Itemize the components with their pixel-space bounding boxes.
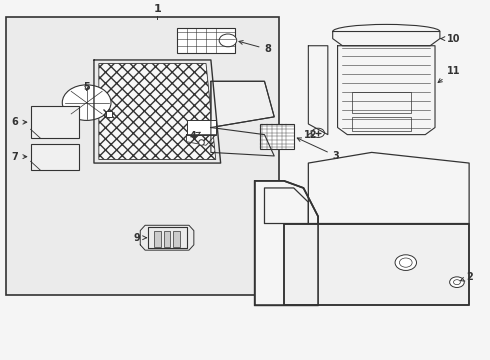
Polygon shape — [284, 224, 469, 305]
Bar — [173, 231, 180, 247]
Circle shape — [62, 85, 111, 120]
Text: 10: 10 — [441, 33, 461, 44]
Circle shape — [395, 255, 416, 270]
Bar — [352, 117, 411, 131]
Circle shape — [312, 128, 324, 138]
Text: 6: 6 — [12, 117, 27, 127]
Polygon shape — [255, 181, 318, 305]
Circle shape — [450, 277, 464, 288]
Text: 11: 11 — [438, 66, 461, 82]
Text: 5: 5 — [83, 82, 90, 92]
Bar — [260, 124, 294, 149]
Text: 9: 9 — [133, 233, 147, 243]
Text: 1: 1 — [153, 4, 161, 14]
Text: 8: 8 — [239, 41, 271, 54]
Bar — [164, 231, 171, 247]
Bar — [154, 231, 161, 247]
Bar — [187, 120, 216, 135]
Text: 7: 7 — [12, 152, 27, 162]
Text: 4: 4 — [190, 131, 200, 141]
Circle shape — [219, 34, 237, 47]
Text: 3: 3 — [297, 138, 340, 161]
Polygon shape — [99, 63, 216, 159]
Bar — [30, 144, 79, 170]
Bar — [30, 106, 79, 138]
Text: 2: 2 — [461, 272, 473, 282]
Bar — [177, 28, 235, 53]
Bar — [6, 17, 279, 294]
Bar — [352, 92, 411, 113]
Text: 12: 12 — [303, 130, 317, 140]
Polygon shape — [211, 81, 274, 127]
